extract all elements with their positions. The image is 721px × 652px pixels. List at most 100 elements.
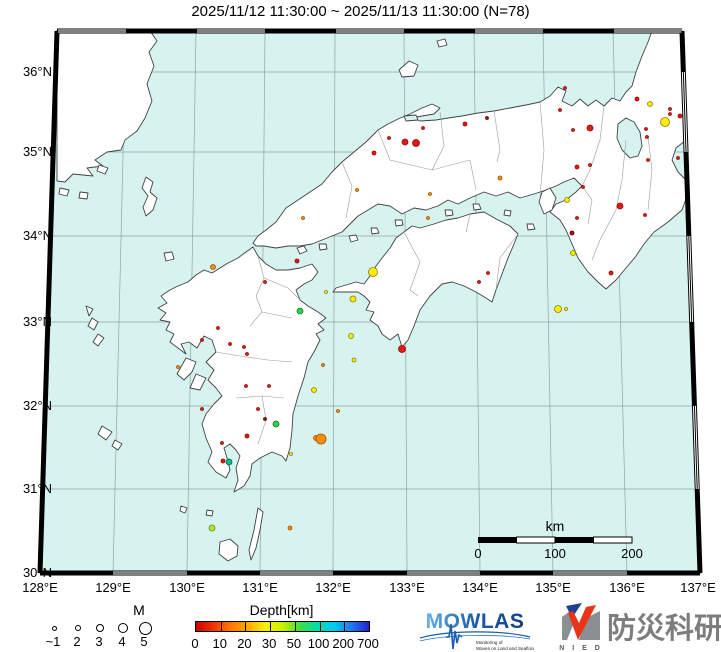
page-title: 2025/11/12 11:30:00 ~ 2025/11/13 11:30:0… xyxy=(191,3,530,20)
earthquake-marker xyxy=(200,407,204,411)
earthquake-marker xyxy=(349,295,357,303)
depth-tick-label: 10 xyxy=(212,636,227,651)
earthquake-marker xyxy=(311,387,317,393)
earthquake-marker xyxy=(668,112,672,116)
earthquake-marker xyxy=(263,280,267,284)
scale-tick-100: 100 xyxy=(544,546,566,561)
earthquake-marker xyxy=(497,175,503,181)
depth-tick-label: 20 xyxy=(237,636,252,651)
oki-islands xyxy=(398,38,448,78)
nied-logo: N I E D 防災科研 xyxy=(559,603,721,652)
earthquake-marker xyxy=(301,216,305,220)
earthquake-marker xyxy=(287,525,293,531)
earthquake-marker xyxy=(586,124,594,132)
graticule-line-lon xyxy=(332,31,336,573)
earthquake-marker xyxy=(558,108,562,112)
magnitude-legend-title: M xyxy=(133,602,145,618)
earthquake-marker xyxy=(428,192,432,196)
earthquake-marker xyxy=(554,305,562,313)
lon-tick-label: 135°E xyxy=(535,580,571,595)
lake-biwa xyxy=(616,117,643,159)
earthquake-marker xyxy=(462,121,468,127)
magnitude-legend-circle xyxy=(96,624,104,632)
earthquake-marker xyxy=(267,384,271,388)
earthquake-marker xyxy=(485,116,489,120)
earthquake-marker xyxy=(634,96,640,102)
magnitude-legend-circle xyxy=(138,621,152,635)
awaji-island xyxy=(538,187,557,215)
lon-tick-label: 129°E xyxy=(95,580,131,595)
earthquake-marker xyxy=(289,452,293,456)
earthquake-marker xyxy=(220,441,224,445)
nied-mark-red-icon xyxy=(568,605,596,640)
nied-name: 防災科研 xyxy=(607,612,721,645)
earthquake-marker xyxy=(571,128,575,132)
iki-island xyxy=(163,251,175,262)
earthquake-marker xyxy=(569,230,575,236)
earthquake-marker xyxy=(581,185,585,189)
earthquake-marker xyxy=(228,342,232,346)
magnitude-legend-label: 3 xyxy=(95,634,103,649)
lon-tick-label: 128°E xyxy=(22,580,58,595)
earthquake-marker xyxy=(660,117,670,127)
lat-tick-label: 30°N xyxy=(22,565,52,580)
earthquake-marker xyxy=(242,345,246,349)
earthquake-marker xyxy=(225,458,233,466)
earthquake-marker xyxy=(426,216,430,220)
earthquake-marker xyxy=(398,345,406,353)
earthquake-marker xyxy=(245,352,249,356)
earthquake-marker xyxy=(387,136,391,140)
earthquake-marker xyxy=(294,258,300,264)
depth-tick-label: 0 xyxy=(191,636,199,651)
mowlas-tagline-line2: Waves on Land and Seafloor xyxy=(476,646,534,651)
earthquake-marker xyxy=(368,267,378,277)
earthquake-marker xyxy=(401,138,409,146)
earthquake-markers xyxy=(176,86,683,532)
korea-islands xyxy=(58,164,109,200)
lat-tick-label: 33°N xyxy=(22,314,52,329)
lon-tick-label: 136°E xyxy=(609,580,645,595)
earthquake-marker xyxy=(563,86,567,90)
earthquake-marker xyxy=(256,407,260,411)
earthquake-marker xyxy=(371,150,377,156)
earthquake-marker xyxy=(244,384,248,388)
lat-tick-label: 35°N xyxy=(22,144,52,159)
prefecture-borders xyxy=(215,101,653,445)
earthquake-marker xyxy=(244,433,250,439)
earthquake-marker xyxy=(210,264,216,270)
earthquake-marker xyxy=(421,126,425,130)
depth-color-bar xyxy=(195,621,370,632)
earthquake-marker xyxy=(324,290,328,294)
earthquake-marker xyxy=(677,113,683,119)
goto-islands xyxy=(85,305,105,347)
magnitude-legend: M ~1 2 3 4 5 xyxy=(40,600,170,652)
lake-shinji xyxy=(403,114,419,122)
earthquake-marker xyxy=(644,127,648,131)
small-islands-south xyxy=(179,505,214,517)
scale-tick-0: 0 xyxy=(474,546,481,561)
earthquake-marker xyxy=(200,338,204,342)
depth-tick-label: 50 xyxy=(286,636,302,651)
earthquake-marker xyxy=(588,163,592,167)
amakusa-islands xyxy=(176,357,207,391)
map-frame xyxy=(37,28,703,576)
lon-tick-label: 137°E xyxy=(680,580,716,595)
earthquake-marker xyxy=(564,307,568,311)
kyushu xyxy=(157,246,327,493)
tanegashima-island xyxy=(248,507,264,561)
nied-letters: N I E D xyxy=(559,645,603,652)
depth-bar-tick xyxy=(344,622,346,631)
frame-outline xyxy=(39,30,701,574)
magnitude-legend-circle xyxy=(51,625,57,631)
lon-tick-label: 130°E xyxy=(169,580,205,595)
depth-bar-tick xyxy=(245,622,247,631)
nied-mark-blue-icon xyxy=(566,603,582,618)
earthquake-marker xyxy=(574,164,580,170)
depth-bar-tick xyxy=(270,622,272,631)
earthquake-marker xyxy=(321,363,325,367)
depth-legend-title: Depth[km] xyxy=(249,602,314,618)
tsushima-island xyxy=(141,176,158,217)
earthquake-marker xyxy=(645,135,649,139)
earthquake-marker xyxy=(355,188,359,192)
magnitude-legend-label: 2 xyxy=(73,634,81,649)
